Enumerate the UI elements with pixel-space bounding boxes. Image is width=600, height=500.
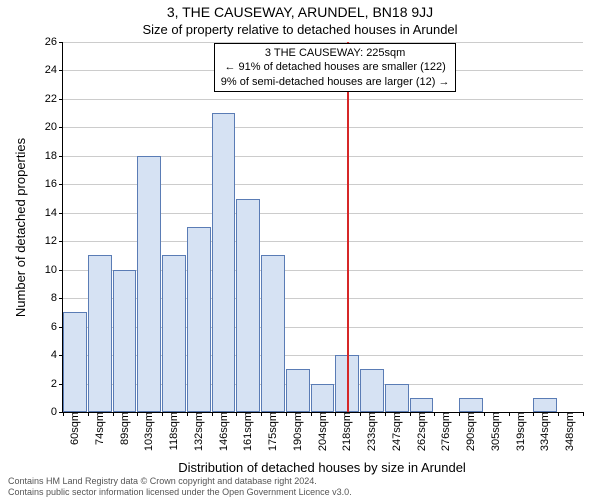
xtick-label: 262sqm [410, 412, 428, 451]
plot-inner: 0246810121416182022242660sqm74sqm89sqm10… [62, 42, 583, 413]
bar [261, 255, 285, 412]
ytick-label: 2 [51, 378, 63, 390]
bar-wrap [162, 42, 187, 412]
bar-wrap [533, 42, 558, 412]
xtick-label: 132sqm [187, 412, 205, 451]
xtick-label: 103sqm [137, 412, 155, 451]
ytick-label: 20 [45, 121, 63, 133]
bar [311, 384, 335, 412]
y-axis-label: Number of detached properties [14, 42, 28, 412]
xtick-label: 319sqm [509, 412, 527, 451]
bar-wrap [137, 42, 162, 412]
y-axis-label-text: Number of detached properties [14, 137, 29, 316]
xtick-label: 233sqm [360, 412, 378, 451]
bar-wrap [459, 42, 484, 412]
xtick-label: 290sqm [459, 412, 477, 451]
ytick-label: 10 [45, 264, 63, 276]
bar-wrap [113, 42, 138, 412]
bar [63, 312, 87, 412]
bar-wrap [434, 42, 459, 412]
xtick-label: 60sqm [63, 412, 81, 445]
bar [162, 255, 186, 412]
bar-wrap [509, 42, 534, 412]
bar [385, 384, 409, 412]
ytick-label: 24 [45, 64, 63, 76]
ytick-label: 22 [45, 93, 63, 105]
xtick-label: 334sqm [533, 412, 551, 451]
chart-title: 3, THE CAUSEWAY, ARUNDEL, BN18 9JJ [0, 4, 600, 20]
bar [286, 369, 310, 412]
bar [410, 398, 434, 412]
plot-area: 0246810121416182022242660sqm74sqm89sqm10… [62, 42, 582, 412]
annotation-line: 3 THE CAUSEWAY: 225sqm [221, 46, 450, 60]
bar-wrap [360, 42, 385, 412]
bar [236, 199, 260, 412]
xtick-label: 276sqm [434, 412, 452, 451]
bar [360, 369, 384, 412]
bar [88, 255, 112, 412]
annotation-line: 9% of semi-detached houses are larger (1… [221, 75, 450, 89]
ytick-label: 6 [51, 321, 63, 333]
xtick-label: 175sqm [261, 412, 279, 451]
chart-subtitle: Size of property relative to detached ho… [0, 22, 600, 37]
bar-wrap [261, 42, 286, 412]
xtick-mark [583, 412, 584, 416]
bar-wrap [212, 42, 237, 412]
xtick-label: 146sqm [212, 412, 230, 451]
ytick-label: 8 [51, 292, 63, 304]
xtick-label: 204sqm [311, 412, 329, 451]
bar-wrap [187, 42, 212, 412]
xtick-label: 89sqm [113, 412, 131, 445]
bar-wrap [385, 42, 410, 412]
attribution-line2: Contains public sector information licen… [8, 487, 352, 498]
xtick-label: 161sqm [236, 412, 254, 451]
bar [533, 398, 557, 412]
ytick-label: 14 [45, 207, 63, 219]
ytick-label: 16 [45, 178, 63, 190]
annotation-line: ← 91% of detached houses are smaller (12… [221, 60, 450, 74]
xtick-label: 247sqm [385, 412, 403, 451]
xtick-label: 305sqm [484, 412, 502, 451]
attribution-line1: Contains HM Land Registry data © Crown c… [8, 476, 352, 487]
bar-wrap [484, 42, 509, 412]
annotation-box: 3 THE CAUSEWAY: 225sqm← 91% of detached … [214, 43, 457, 92]
bar [187, 227, 211, 412]
bar-wrap [311, 42, 336, 412]
xtick-label: 118sqm [162, 412, 180, 450]
bar [459, 398, 483, 412]
ytick-label: 12 [45, 235, 63, 247]
xtick-label: 190sqm [286, 412, 304, 451]
bar-wrap [236, 42, 261, 412]
ytick-label: 18 [45, 150, 63, 162]
ytick-label: 4 [51, 349, 63, 361]
bar [113, 270, 137, 412]
x-axis-label: Distribution of detached houses by size … [62, 460, 582, 475]
xtick-label: 218sqm [335, 412, 353, 451]
bar-wrap [63, 42, 88, 412]
bar [212, 113, 236, 412]
ytick-label: 0 [51, 406, 63, 418]
bar [137, 156, 161, 412]
bar-wrap [558, 42, 583, 412]
reference-line [347, 42, 349, 412]
attribution: Contains HM Land Registry data © Crown c… [8, 476, 352, 498]
xtick-label: 74sqm [88, 412, 106, 445]
bar-wrap [286, 42, 311, 412]
bar-wrap [410, 42, 435, 412]
bar-wrap [88, 42, 113, 412]
xtick-label: 348sqm [558, 412, 576, 451]
ytick-label: 26 [45, 36, 63, 48]
chart-container: 3, THE CAUSEWAY, ARUNDEL, BN18 9JJ Size … [0, 0, 600, 500]
